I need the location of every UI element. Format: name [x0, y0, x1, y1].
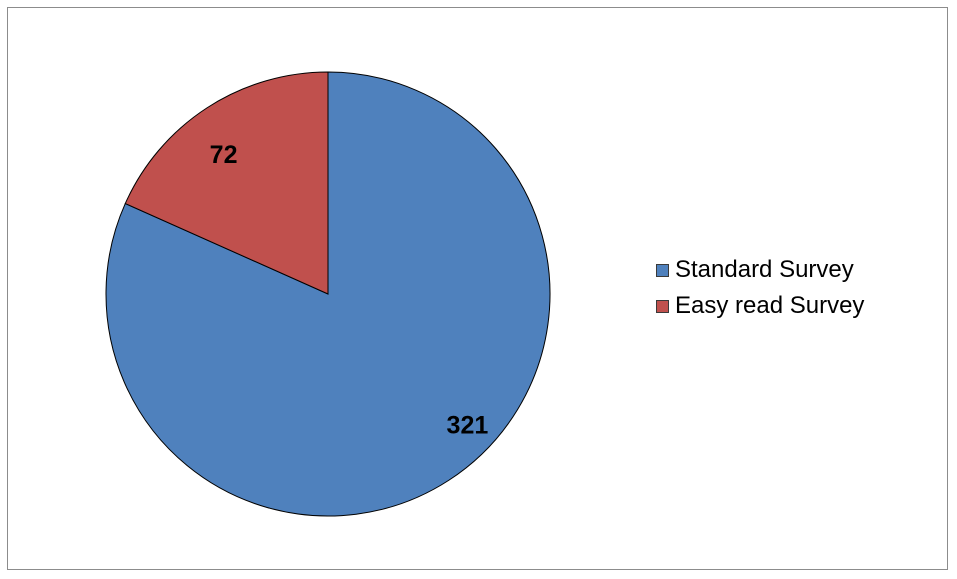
pie-slices [105, 71, 551, 517]
legend: Standard Survey Easy read Survey [656, 252, 864, 324]
legend-label-easy-read-survey: Easy read Survey [675, 292, 865, 319]
legend-swatch-easy-read-survey [656, 299, 669, 313]
pie-slice-easy-read-survey [124, 71, 329, 295]
legend-item-easy-read-survey: Easy read Survey [656, 288, 864, 324]
legend-item-standard-survey: Standard Survey [656, 252, 864, 288]
pie-data-labels: 321 72 [210, 141, 489, 440]
legend-label-standard-survey: Standard Survey [675, 256, 854, 283]
data-label-standard-survey: 321 [447, 411, 489, 439]
data-label-easy-read-survey: 72 [210, 141, 238, 169]
legend-swatch-standard-survey [656, 263, 669, 277]
